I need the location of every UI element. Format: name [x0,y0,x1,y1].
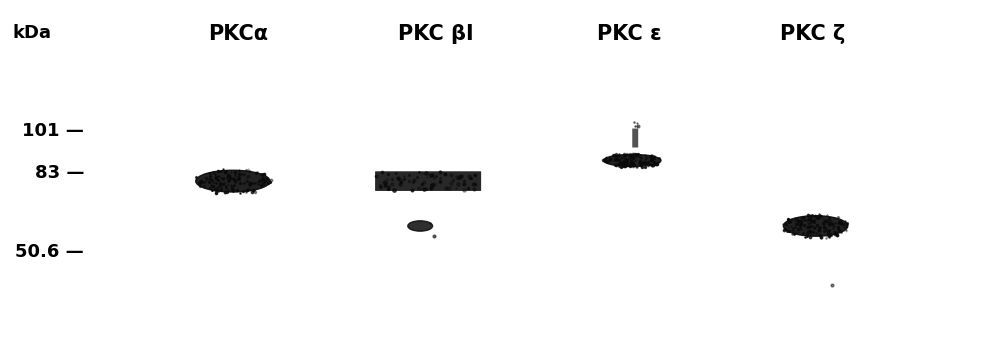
Ellipse shape [604,155,661,166]
Text: PKC βI: PKC βI [398,24,474,44]
Ellipse shape [408,221,432,231]
Text: PKC ε: PKC ε [597,24,662,44]
Text: PKC ζ: PKC ζ [780,24,845,44]
Text: 50.6 —: 50.6 — [16,243,84,261]
Text: 101 —: 101 — [23,122,84,140]
Ellipse shape [196,170,270,192]
Text: kDa: kDa [13,24,52,42]
FancyBboxPatch shape [375,171,482,191]
FancyBboxPatch shape [632,128,638,148]
Text: PKCα: PKCα [208,24,268,44]
Ellipse shape [783,216,847,236]
Text: 83 —: 83 — [35,164,84,181]
